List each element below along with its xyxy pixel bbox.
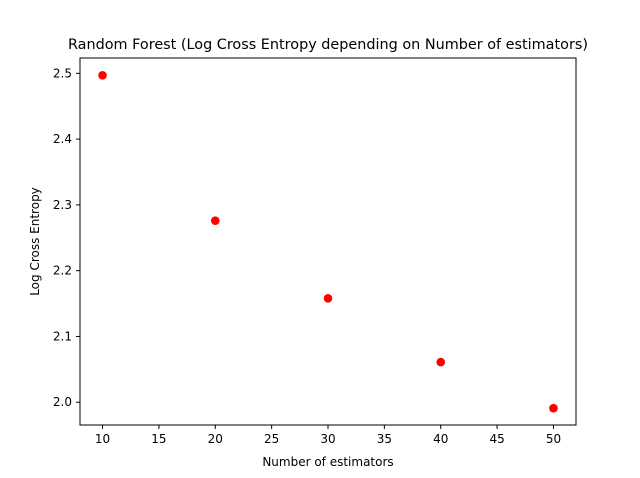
x-tick-label: 10: [95, 432, 110, 446]
y-tick-label: 2.5: [53, 66, 72, 80]
x-tick-label: 30: [320, 432, 335, 446]
x-tick-label: 20: [208, 432, 223, 446]
data-point: [436, 357, 446, 367]
plot-area-frame: [79, 57, 577, 426]
x-tick-label: 25: [264, 432, 279, 446]
y-axis-title: Log Cross Entropy: [28, 187, 42, 296]
x-tick-label: 45: [489, 432, 504, 446]
chart-title: Random Forest (Log Cross Entropy dependi…: [68, 37, 588, 53]
x-tick-label: 50: [546, 432, 561, 446]
y-tick-label: 2.0: [53, 395, 72, 409]
y-tick-label: 2.3: [53, 198, 72, 212]
data-point: [549, 403, 558, 413]
data-points: [98, 71, 558, 413]
x-axis-title: Number of estimators: [262, 455, 393, 469]
x-tick-label: 35: [377, 432, 392, 446]
y-tick-label: 2.2: [53, 264, 72, 278]
y-axis-ticks: 2.0 2.1 2.2 2.3 2.4 2.5: [53, 66, 80, 409]
x-tick-label: 15: [151, 432, 166, 446]
data-point: [210, 216, 220, 225]
y-tick-label: 2.4: [53, 132, 72, 146]
data-point: [323, 294, 333, 303]
data-point: [98, 71, 107, 80]
x-axis-ticks: 10 15 20 25 30 35 40 45 50: [95, 425, 561, 446]
x-tick-label: 40: [433, 432, 448, 446]
y-tick-label: 2.1: [53, 329, 72, 343]
